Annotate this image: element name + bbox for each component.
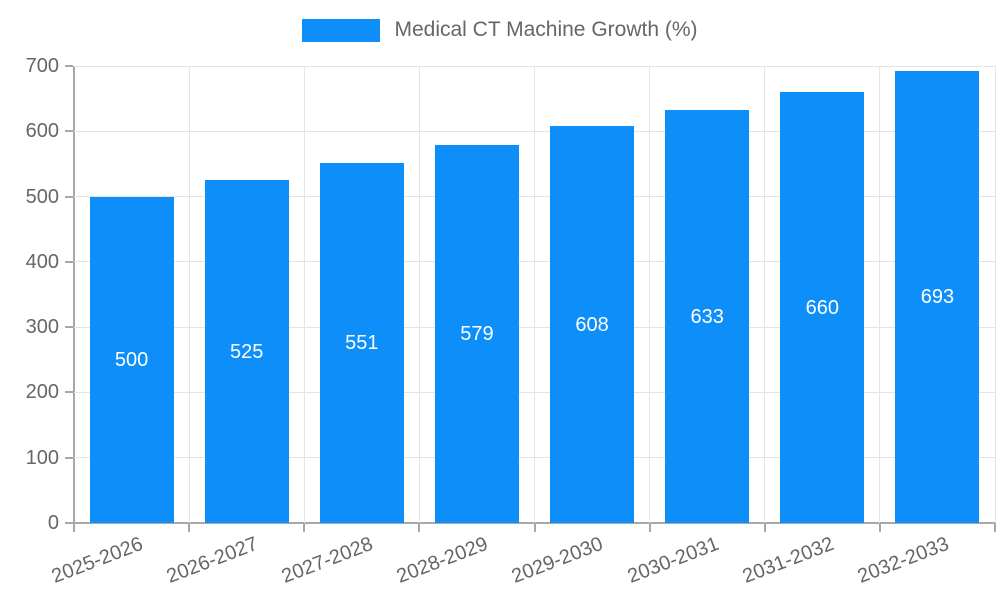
x-axis-tick xyxy=(418,524,421,532)
bar[interactable] xyxy=(434,145,519,523)
y-axis-tick xyxy=(65,522,73,524)
y-axis-tick-label: 500 xyxy=(25,185,59,208)
legend-label: Medical CT Machine Growth (%) xyxy=(394,18,698,41)
bar-value-label: 551 xyxy=(345,332,379,354)
x-axis-tick-label: 2026-2027 xyxy=(163,532,261,588)
bar[interactable] xyxy=(89,197,174,523)
bar[interactable] xyxy=(895,71,980,523)
x-axis-tick xyxy=(533,524,536,532)
plot-area: 0 100 200 300 400 500 600 700 500 2025-2026 525 202… xyxy=(26,55,996,588)
x-axis-tick-label: 2027-2028 xyxy=(278,532,377,588)
y-axis-tick-label: 600 xyxy=(25,120,59,143)
bar-value-label: 500 xyxy=(114,349,149,371)
x-axis-line xyxy=(65,522,996,524)
y-axis-tick xyxy=(65,391,73,394)
x-axis-tick xyxy=(878,524,881,532)
bar-value-label: 693 xyxy=(920,286,955,308)
v-gridline xyxy=(764,66,766,523)
v-gridline xyxy=(534,66,535,523)
y-axis-tick-label: 700 xyxy=(25,55,59,77)
bar-value-label: 660 xyxy=(805,296,839,319)
y-axis-line xyxy=(73,66,75,532)
x-axis-tick xyxy=(763,524,766,532)
bar-value-label: 633 xyxy=(690,305,724,328)
bar[interactable] xyxy=(204,180,289,523)
y-axis-tick-label: 0 xyxy=(47,512,59,534)
v-gridline xyxy=(994,66,996,523)
x-axis-tick-label: 2032-2033 xyxy=(854,532,952,588)
v-gridline xyxy=(418,66,420,523)
y-axis-tick-label: 300 xyxy=(25,316,59,339)
y-axis-tick-label: 100 xyxy=(25,446,59,469)
v-gridline xyxy=(649,66,651,523)
v-gridline xyxy=(188,66,190,523)
y-axis-tick-label: 400 xyxy=(25,250,59,273)
x-axis-tick-label: 2025-2026 xyxy=(48,532,146,588)
v-gridline xyxy=(303,66,305,523)
y-axis-tick xyxy=(65,195,73,198)
x-axis-tick-label: 2028-2029 xyxy=(393,532,492,588)
y-axis-tick xyxy=(65,260,73,263)
x-axis-tick-label: 2029-2030 xyxy=(509,532,607,588)
x-axis-tick-label: 2030-2031 xyxy=(624,532,722,588)
x-axis-tick xyxy=(73,524,75,532)
chart-legend[interactable]: Medical CT Machine Growth (%) xyxy=(0,18,1000,42)
y-axis-tick xyxy=(65,65,73,67)
y-axis-tick xyxy=(65,456,73,459)
legend-swatch[interactable] xyxy=(302,18,381,42)
bar[interactable] xyxy=(319,163,404,523)
bar[interactable] xyxy=(780,92,865,523)
y-axis-tick-label: 200 xyxy=(25,381,59,404)
bar-value-label: 525 xyxy=(230,340,264,363)
v-gridline xyxy=(879,66,881,523)
bar[interactable] xyxy=(665,110,750,523)
x-axis-tick xyxy=(648,524,651,532)
bar-value-label: 579 xyxy=(460,323,494,345)
y-axis-tick xyxy=(65,326,73,329)
x-axis-tick-label: 2031-2032 xyxy=(739,532,837,588)
bar-value-label: 608 xyxy=(575,313,609,336)
bar[interactable] xyxy=(550,126,635,523)
y-axis-tick xyxy=(65,130,73,133)
x-axis-tick xyxy=(994,524,996,532)
x-axis-tick xyxy=(303,524,306,532)
x-axis-tick xyxy=(188,524,191,532)
